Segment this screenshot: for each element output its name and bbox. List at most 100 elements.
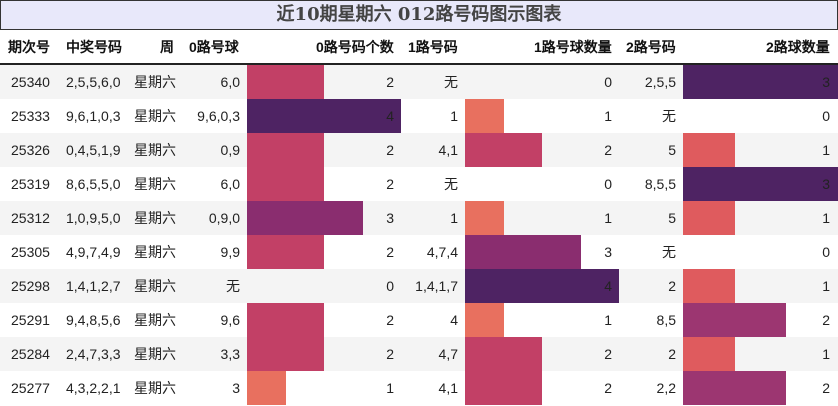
road1-count-bar bbox=[465, 269, 619, 303]
table-row: 25333 9,6,1,0,3 星期六 9,6,0,3 4 1 1 无 0 bbox=[0, 99, 838, 133]
road1-count-cell: 2 bbox=[604, 142, 612, 158]
road1-balls-cell: 4,7 bbox=[438, 346, 458, 362]
weekday-cell: 星期六 bbox=[134, 346, 176, 362]
road1-balls-cell: 4,1 bbox=[438, 142, 458, 158]
road2-count-cell: 1 bbox=[822, 210, 830, 226]
road2-balls-cell: 无 bbox=[662, 108, 676, 124]
road0-count-cell: 2 bbox=[386, 312, 394, 328]
road1-count-cell: 4 bbox=[604, 278, 612, 294]
table-body: 25340 2,5,5,6,0 星期六 6,0 2 无 0 2,5,5 3 25333 9,6,1,… bbox=[0, 65, 838, 405]
road2-count-bar bbox=[683, 371, 786, 405]
road2-count-bar bbox=[683, 303, 786, 337]
table-row: 25312 1,0,9,5,0 星期六 0,9,0 3 1 1 5 1 bbox=[0, 201, 838, 235]
table-row: 25319 8,6,5,5,0 星期六 6,0 2 无 0 8,5,5 3 bbox=[0, 167, 838, 201]
numbers-cell: 4,9,7,4,9 bbox=[66, 244, 121, 260]
road0-count-cell: 2 bbox=[386, 176, 394, 192]
road0-count-cell: 2 bbox=[386, 74, 394, 90]
issue-cell: 25305 bbox=[11, 244, 50, 260]
weekday-cell: 星期六 bbox=[134, 210, 176, 226]
road2-balls-cell: 无 bbox=[662, 244, 676, 260]
road2-count-bar bbox=[683, 201, 735, 235]
numbers-cell: 4,3,2,2,1 bbox=[66, 380, 121, 396]
header-road1-count: 1路号球数量 bbox=[534, 39, 612, 55]
header-numbers: 中奖号码 bbox=[66, 39, 122, 55]
road1-balls-cell: 无 bbox=[444, 176, 458, 192]
road0-balls-cell: 6,0 bbox=[220, 74, 240, 90]
road0-count-bar bbox=[247, 65, 324, 99]
road1-count-cell: 2 bbox=[604, 380, 612, 396]
road0-count-cell: 4 bbox=[386, 108, 394, 124]
weekday-cell: 星期六 bbox=[134, 380, 176, 396]
table-row: 25340 2,5,5,6,0 星期六 6,0 2 无 0 2,5,5 3 bbox=[0, 65, 838, 99]
road2-count-cell: 0 bbox=[822, 108, 830, 124]
road0-count-bar bbox=[247, 167, 324, 201]
road1-balls-cell: 4 bbox=[450, 312, 458, 328]
header-weekday: 周 bbox=[160, 39, 174, 55]
road2-count-cell: 1 bbox=[822, 346, 830, 362]
road2-count-cell: 3 bbox=[822, 74, 830, 90]
road1-count-cell: 1 bbox=[604, 108, 612, 124]
road2-count-cell: 3 bbox=[822, 176, 830, 192]
table-row: 25277 4,3,2,2,1 星期六 3 1 4,1 2 2,2 2 bbox=[0, 371, 838, 405]
issue-cell: 25298 bbox=[11, 278, 50, 294]
issue-cell: 25319 bbox=[11, 176, 50, 192]
road1-count-cell: 0 bbox=[604, 176, 612, 192]
issue-cell: 25284 bbox=[11, 346, 50, 362]
road0-count-cell: 0 bbox=[386, 278, 394, 294]
road0-count-bar bbox=[247, 235, 324, 269]
road2-balls-cell: 2,5,5 bbox=[644, 74, 676, 90]
road0-balls-cell: 0,9 bbox=[220, 142, 240, 158]
numbers-cell: 9,4,8,5,6 bbox=[66, 312, 121, 328]
issue-cell: 25312 bbox=[11, 210, 50, 226]
weekday-cell: 星期六 bbox=[134, 108, 176, 124]
road1-count-bar bbox=[465, 337, 542, 371]
issue-cell: 25340 bbox=[11, 74, 50, 90]
road1-balls-cell: 4,7,4 bbox=[426, 244, 458, 260]
numbers-cell: 1,4,1,2,7 bbox=[66, 278, 121, 294]
road1-count-bar bbox=[465, 235, 581, 269]
road0-count-cell: 1 bbox=[386, 380, 394, 396]
road0-count-cell: 2 bbox=[386, 244, 394, 260]
road2-count-bar bbox=[683, 65, 838, 99]
issue-cell: 25277 bbox=[11, 380, 50, 396]
weekday-cell: 星期六 bbox=[134, 312, 176, 328]
road1-count-cell: 1 bbox=[604, 312, 612, 328]
road1-balls-cell: 无 bbox=[444, 74, 458, 90]
road0-count-cell: 2 bbox=[386, 142, 394, 158]
road0-count-bar bbox=[247, 201, 363, 235]
road1-count-bar bbox=[465, 303, 504, 337]
road1-balls-cell: 1 bbox=[450, 108, 458, 124]
road1-balls-cell: 1,4,1,7 bbox=[415, 278, 458, 294]
numbers-cell: 2,4,7,3,3 bbox=[66, 346, 121, 362]
road2-balls-cell: 2 bbox=[668, 278, 676, 294]
weekday-cell: 星期六 bbox=[134, 74, 176, 90]
numbers-cell: 0,4,5,1,9 bbox=[66, 142, 121, 158]
header-road1-balls: 1路号码 bbox=[408, 39, 458, 55]
road2-count-cell: 1 bbox=[822, 278, 830, 294]
road1-count-bar bbox=[465, 133, 542, 167]
road2-count-cell: 1 bbox=[822, 142, 830, 158]
road0-balls-cell: 无 bbox=[226, 278, 240, 294]
numbers-cell: 8,6,5,5,0 bbox=[66, 176, 121, 192]
road0-balls-cell: 6,0 bbox=[220, 176, 240, 192]
road2-count-bar bbox=[683, 269, 735, 303]
numbers-cell: 1,0,9,5,0 bbox=[66, 210, 121, 226]
road1-balls-cell: 4,1 bbox=[438, 380, 458, 396]
header-road2-count: 2路球数量 bbox=[766, 39, 830, 55]
table-row: 25305 4,9,7,4,9 星期六 9,9 2 4,7,4 3 无 0 bbox=[0, 235, 838, 269]
header-road0-count: 0路号码个数 bbox=[316, 39, 394, 55]
road0-count-bar bbox=[247, 99, 401, 133]
road0-balls-cell: 9,6,0,3 bbox=[197, 108, 240, 124]
road1-count-bar bbox=[465, 99, 504, 133]
road2-count-cell: 0 bbox=[822, 244, 830, 260]
issue-cell: 25333 bbox=[11, 108, 50, 124]
road0-count-bar bbox=[247, 371, 286, 405]
road1-count-cell: 2 bbox=[604, 346, 612, 362]
road1-count-bar bbox=[465, 371, 542, 405]
road0-balls-cell: 3,3 bbox=[220, 346, 240, 362]
road0-count-cell: 2 bbox=[386, 346, 394, 362]
table-header: 期次号 中奖号码 周 0路号球 0路号码个数 1路号码 1路号球数量 2路号码 … bbox=[0, 30, 838, 65]
table-row: 25284 2,4,7,3,3 星期六 3,3 2 4,7 2 2 1 bbox=[0, 337, 838, 371]
weekday-cell: 星期六 bbox=[134, 176, 176, 192]
header-road0-balls: 0路号球 bbox=[189, 39, 239, 55]
